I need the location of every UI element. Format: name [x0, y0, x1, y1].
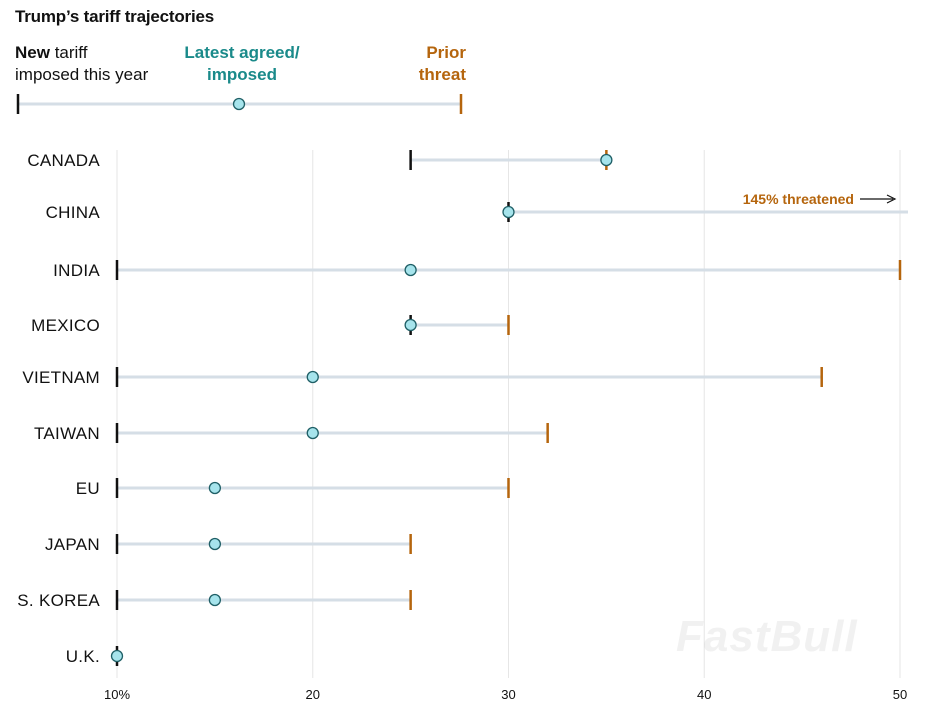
latest-tariff-dot [502, 205, 515, 219]
legend-new-bold: New [15, 43, 50, 62]
latest-tariff-dot [306, 426, 319, 440]
x-tick-label: 30 [501, 687, 515, 702]
latest-tariff-dot [404, 318, 417, 332]
latest-tariff-dot [600, 153, 613, 167]
latest-tariff-dot [306, 370, 319, 384]
latest-tariff-dot [404, 263, 417, 277]
latest-tariff-dot [110, 649, 124, 663]
legend-prior-line1: Prior [426, 43, 466, 62]
country-label: INDIA [53, 261, 100, 280]
country-label: U.K. [66, 647, 100, 666]
latest-tariff-dot [208, 537, 222, 551]
annotation-arrow-head [886, 194, 897, 204]
x-tick-label: 10% [104, 687, 130, 702]
country-label: MEXICO [31, 316, 100, 335]
country-label: TAIWAN [34, 424, 100, 443]
x-tick-label: 40 [697, 687, 711, 702]
country-label: EU [76, 479, 100, 498]
legend-prior-line2: threat [418, 65, 466, 84]
legend-new-tariff: New tariff imposed this year [15, 42, 148, 86]
x-tick-label: 20 [306, 687, 320, 702]
threat-annotation: 145% threatened [743, 191, 854, 207]
legend-latest-line2: imposed [207, 65, 277, 84]
legend-prior: Prior threat [396, 42, 466, 86]
legend-latest-dot [232, 97, 246, 111]
chart-title: Trump’s tariff trajectories [15, 7, 214, 26]
latest-tariff-dot [208, 593, 222, 607]
watermark: FastBull [676, 612, 858, 661]
country-label: S. KOREA [17, 591, 100, 610]
latest-tariff-dot [208, 481, 222, 495]
country-label: JAPAN [45, 535, 100, 554]
country-label: CHINA [46, 203, 101, 222]
legend-latest: Latest agreed/ imposed [178, 42, 306, 86]
country-label: VIETNAM [22, 368, 100, 387]
x-tick-label: 50 [893, 687, 907, 702]
legend-new-rest: tariff [49, 43, 88, 62]
legend-new-line2: imposed this year [15, 65, 149, 84]
country-label: CANADA [27, 151, 100, 170]
legend-latest-line1: Latest agreed/ [184, 43, 300, 62]
